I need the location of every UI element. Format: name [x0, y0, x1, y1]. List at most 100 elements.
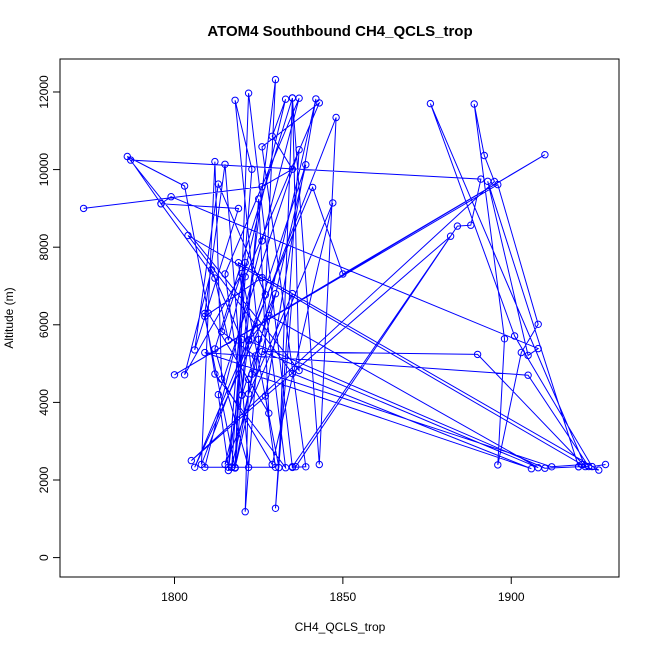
data-point [201, 348, 209, 357]
data-point [244, 390, 253, 398]
data-point [473, 350, 482, 359]
data-point [265, 409, 273, 417]
data-point [211, 345, 219, 353]
data-point [228, 463, 236, 471]
data-point [271, 290, 280, 298]
data-point [244, 463, 253, 472]
data-point [211, 157, 219, 166]
data-point [241, 273, 249, 281]
data-point [201, 309, 209, 318]
x-tick-label: 1850 [330, 590, 357, 604]
y-axis: 0 2000 4000 6000 8000 10000 12000 [37, 75, 61, 561]
data-point [534, 464, 542, 472]
data-point [292, 463, 300, 471]
data-point [231, 463, 239, 472]
data-point [595, 466, 603, 474]
data-point [510, 332, 519, 340]
data-point [467, 221, 475, 229]
data-point [288, 463, 297, 471]
data-point [265, 311, 273, 320]
data-point [221, 160, 229, 169]
data-point [234, 204, 243, 213]
data-point [184, 231, 192, 240]
data-point [258, 183, 266, 191]
data-point [315, 460, 323, 469]
data-point [180, 182, 189, 190]
data-point [268, 460, 276, 469]
data-point [329, 199, 337, 207]
series-layer [79, 75, 610, 516]
data-point [248, 370, 256, 378]
data-point [201, 312, 209, 321]
data-point [214, 390, 223, 399]
data-point [211, 274, 219, 282]
data-point [191, 346, 199, 354]
data-point [238, 391, 246, 399]
data-point [517, 348, 525, 357]
data-point [295, 366, 303, 375]
x-tick-label: 1800 [161, 590, 188, 604]
data-point [244, 375, 253, 384]
data-point [221, 270, 229, 278]
data-point [157, 200, 165, 208]
data-point [601, 460, 610, 469]
data-point [524, 351, 532, 360]
data-point [295, 146, 303, 154]
data-point [187, 456, 196, 465]
data-point [79, 204, 88, 213]
data-point [217, 375, 226, 383]
data-point [268, 132, 276, 141]
data-point [426, 99, 435, 108]
data-point [288, 369, 297, 378]
plot-frame [59, 58, 620, 578]
data-point [217, 327, 226, 336]
series-line [83, 79, 606, 512]
data-point [214, 180, 223, 188]
data-point [477, 175, 485, 183]
data-point [234, 259, 243, 267]
data-point [524, 371, 532, 379]
data-point [585, 462, 593, 471]
data-point [170, 371, 179, 379]
data-point [308, 183, 317, 192]
data-point [191, 463, 199, 471]
data-point [221, 460, 229, 469]
data-point [231, 96, 239, 105]
y-tick-label: 0 [37, 554, 51, 561]
data-point [527, 465, 536, 473]
data-point [288, 165, 297, 173]
data-point [244, 89, 253, 97]
data-point [288, 289, 297, 298]
data-point [258, 273, 266, 282]
data-point [244, 337, 253, 345]
data-point [258, 143, 266, 151]
data-point [541, 151, 549, 159]
y-tick-label: 12000 [37, 75, 51, 109]
y-axis-label: Altitude (m) [2, 287, 16, 348]
data-point [332, 113, 340, 122]
y-tick-label: 8000 [37, 234, 51, 261]
data-point [271, 504, 280, 512]
data-point [261, 392, 270, 400]
data-point [207, 266, 216, 274]
y-tick-label: 4000 [37, 389, 51, 416]
data-point [302, 463, 310, 471]
data-point [588, 462, 596, 471]
x-tick-label: 1900 [498, 590, 525, 604]
data-point [339, 270, 347, 278]
data-point [302, 161, 310, 169]
data-point [494, 461, 502, 469]
data-point [534, 344, 542, 353]
data-point [255, 195, 263, 203]
data-point [251, 352, 260, 360]
data-point [248, 165, 256, 173]
data-point [255, 335, 263, 344]
data-point [281, 464, 290, 472]
data-point [312, 95, 320, 103]
data-point [453, 222, 462, 230]
data-point [261, 291, 270, 299]
data-point [271, 75, 280, 84]
data-point [211, 370, 219, 378]
data-point [446, 232, 455, 240]
